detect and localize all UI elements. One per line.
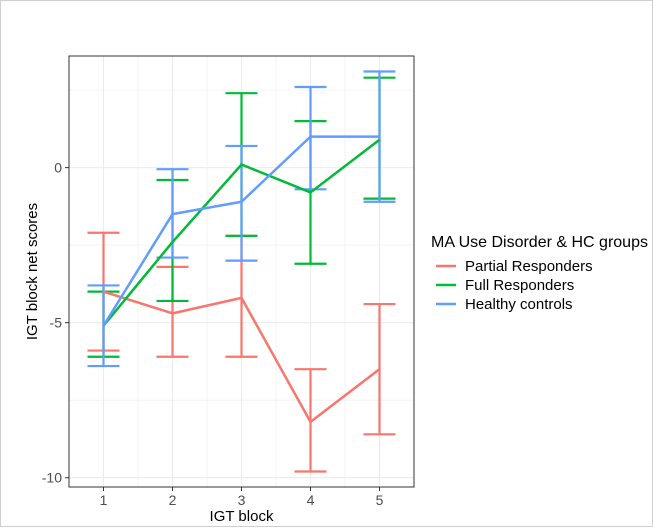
legend-label: Healthy controls <box>465 296 573 313</box>
tick-labels: 1 2 3 4 5 0 -5 -10 <box>42 160 384 508</box>
series-lines <box>102 135 381 424</box>
series-line <box>102 138 381 327</box>
x-tick-label: 3 <box>238 492 246 508</box>
series-line <box>103 290 381 424</box>
legend-label: Partial Responders <box>465 258 593 275</box>
legend-label: Full Responders <box>465 277 574 294</box>
y-tick-label: 0 <box>54 160 62 176</box>
x-tick-label: 2 <box>169 492 177 508</box>
y-tick-label: -5 <box>50 315 63 331</box>
x-tick-label: 1 <box>100 492 108 508</box>
legend: MA Use Disorder & HC groups Partial Resp… <box>431 234 648 313</box>
y-tick-label: -10 <box>42 470 62 486</box>
series-line <box>102 135 380 327</box>
axis-ticks <box>65 167 380 491</box>
legend-title: MA Use Disorder & HC groups <box>431 234 648 251</box>
x-axis-title: IGT block <box>210 508 274 525</box>
x-tick-label: 5 <box>376 492 384 508</box>
x-tick-label: 4 <box>307 492 315 508</box>
y-axis-title: IGT block net scores <box>24 203 41 340</box>
